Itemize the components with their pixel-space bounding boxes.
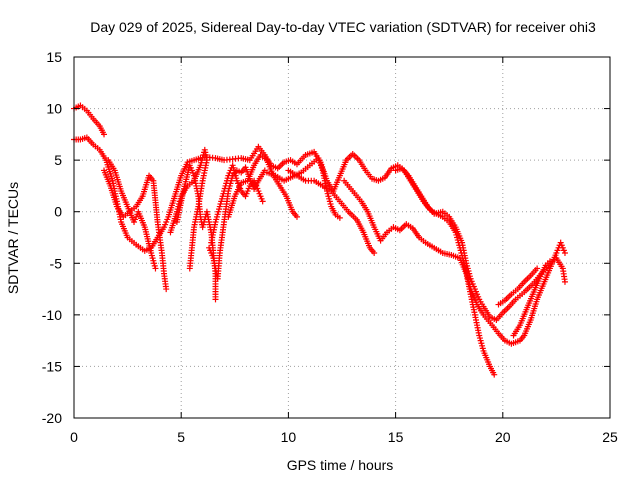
series-track-n (510, 258, 553, 339)
x-tick-label: 20 (495, 429, 511, 445)
series-track-o (495, 265, 541, 308)
data-point-marker (163, 286, 170, 293)
series-track-m (392, 165, 568, 324)
series-track-c (101, 167, 170, 293)
data-point-marker (336, 214, 343, 221)
x-tick-label: 5 (177, 429, 185, 445)
y-tick-label: -15 (42, 358, 62, 374)
x-tick-label: 25 (602, 429, 618, 445)
y-tick-label: 15 (46, 49, 62, 65)
plot-frame (73, 56, 611, 419)
data-series (71, 102, 568, 378)
data-point-marker (186, 265, 193, 272)
y-tick-label: 5 (54, 152, 62, 168)
y-tick-label: -10 (42, 307, 62, 323)
data-point-marker (371, 249, 378, 256)
data-point-marker (534, 265, 541, 272)
series-track-l (341, 177, 498, 378)
data-point-marker (259, 198, 266, 205)
y-axis-label: SDTVAR / TECUs (5, 182, 21, 294)
x-tick-label: 10 (281, 429, 297, 445)
series-track-h (206, 164, 268, 282)
data-point-marker (561, 249, 568, 256)
axes (73, 56, 611, 419)
data-point-marker (561, 278, 568, 285)
x-axis-label: GPS time / hours (287, 457, 394, 473)
data-point-marker (491, 371, 498, 378)
data-point-marker (101, 131, 108, 138)
x-tick-label: 0 (70, 429, 78, 445)
series-track-d (105, 157, 159, 272)
y-tick-label: -5 (50, 255, 63, 271)
x-tick-label: 15 (388, 429, 404, 445)
data-point-marker (152, 265, 159, 272)
data-point-marker (293, 213, 300, 220)
y-tick-label: 0 (54, 204, 62, 220)
y-tick-label: -20 (42, 410, 62, 426)
series-track-k (285, 167, 378, 256)
chart-title: Day 029 of 2025, Sidereal Day-to-day VTE… (90, 19, 596, 35)
y-tick-label: 10 (46, 101, 62, 117)
data-point-marker (212, 296, 219, 303)
grid-lines (74, 57, 610, 418)
tick-labels: 0 5 10 15 20 25 -20 -15 -10 -5 0 5 10 15 (42, 49, 618, 445)
data-point-marker (546, 258, 553, 265)
series-track-a (71, 102, 108, 138)
